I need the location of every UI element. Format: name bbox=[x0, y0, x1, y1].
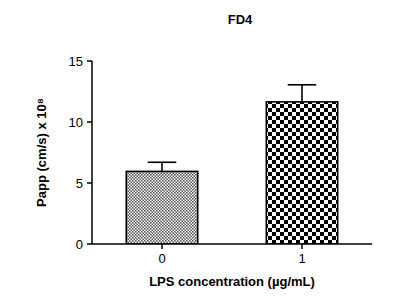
y-tick bbox=[87, 182, 92, 184]
title: FD4 bbox=[228, 12, 253, 27]
error-stem bbox=[161, 162, 163, 171]
error-bar bbox=[288, 85, 317, 102]
y-tick bbox=[87, 60, 92, 62]
chart-svg: FD4 0 5 10 15 0 1 LPS concentration (µg/mL) Papp… bbox=[0, 0, 400, 304]
x-tick-label: 0 bbox=[158, 251, 165, 266]
y-tick bbox=[87, 243, 92, 245]
error-bar bbox=[148, 162, 177, 171]
x-axis bbox=[92, 243, 372, 245]
x-tick bbox=[161, 244, 163, 249]
y-tick-label: 5 bbox=[76, 176, 83, 191]
y-axis bbox=[91, 61, 93, 244]
bar bbox=[266, 102, 337, 244]
error-cap bbox=[148, 161, 177, 163]
y-tick-label: 10 bbox=[69, 115, 83, 130]
y-axis-label: Papp (cm/s) x 10⁸ bbox=[34, 98, 49, 207]
y-tick bbox=[87, 121, 92, 123]
x-tick-label: 1 bbox=[298, 251, 305, 266]
bar bbox=[126, 171, 197, 244]
error-stem bbox=[301, 85, 303, 102]
y-tick-label: 0 bbox=[76, 237, 83, 252]
bars bbox=[126, 85, 337, 244]
x-tick bbox=[301, 244, 303, 249]
y-tick-label: 15 bbox=[69, 54, 83, 69]
chart-container: FD4 0 5 10 15 0 1 LPS concentration (µg/mL) Papp… bbox=[0, 0, 400, 304]
x-axis-label: LPS concentration (µg/mL) bbox=[149, 274, 315, 289]
error-cap bbox=[288, 84, 317, 86]
